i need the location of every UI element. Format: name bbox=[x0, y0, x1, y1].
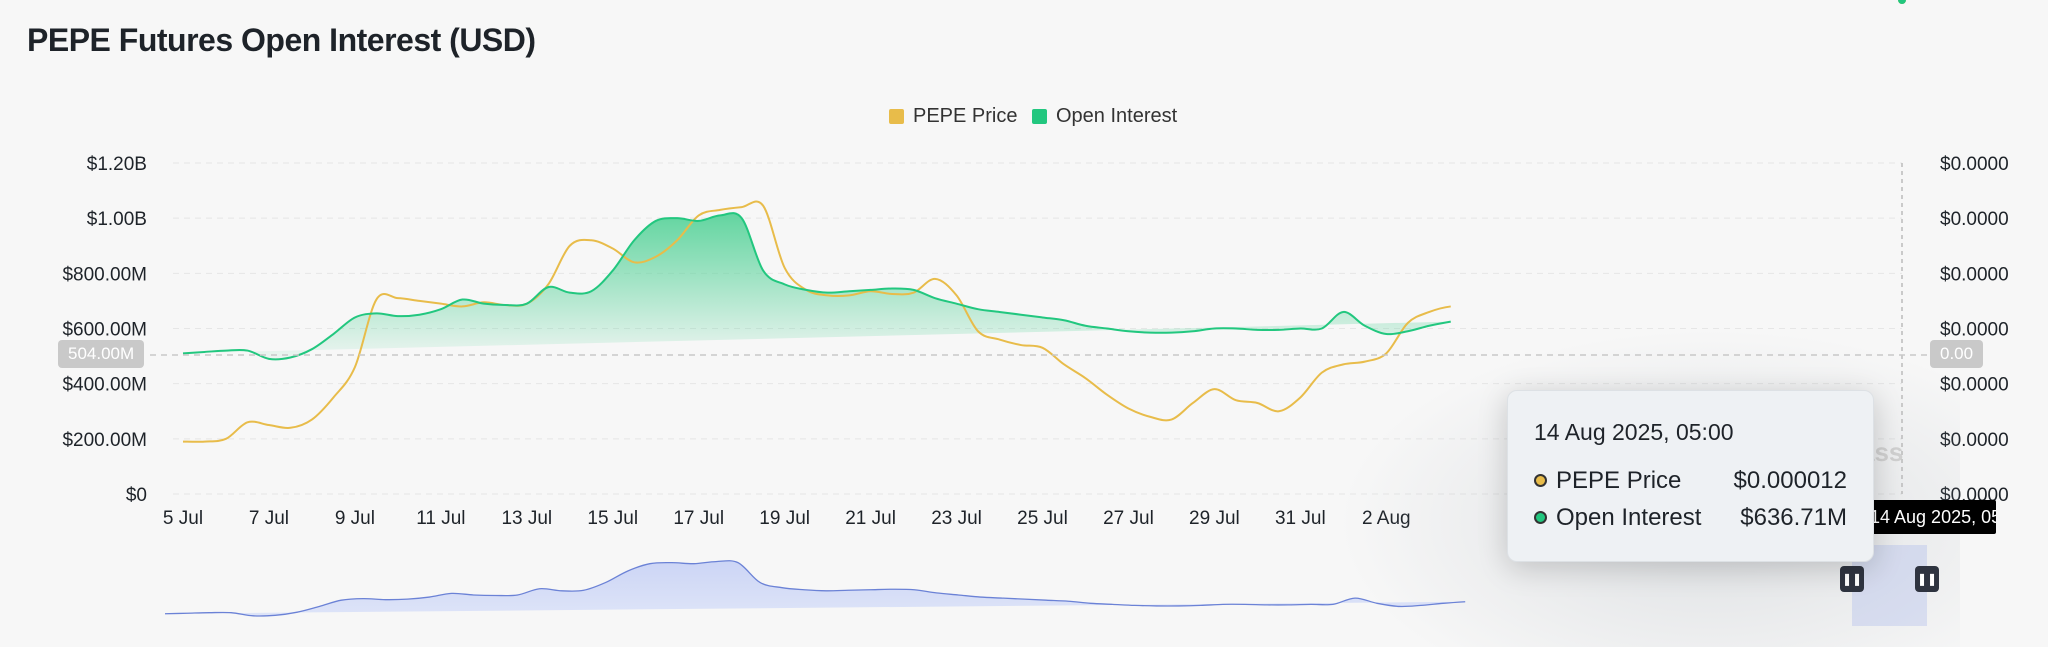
crosshair-right-value-badge: 0.00 bbox=[1930, 340, 1983, 368]
y-axis-left: $0 $200.00M $400.00M $600.00M $800.00M $1.00B… bbox=[62, 154, 147, 506]
x-tick-label: 17 Jul bbox=[673, 508, 724, 529]
y-left-tick-label: $400.00M bbox=[62, 375, 147, 396]
y-left-tick-label: $200.00M bbox=[62, 430, 147, 451]
x-tick-label: 5 Jul bbox=[163, 508, 203, 529]
crosshair-left-value-badge: 504.00M bbox=[58, 340, 144, 368]
open-interest-area bbox=[183, 213, 1451, 359]
tooltip-date: 14 Aug 2025, 05:00 bbox=[1534, 419, 1847, 446]
navigator-area bbox=[165, 561, 1465, 616]
x-tick-label: 31 Jul bbox=[1275, 508, 1326, 529]
tooltip-value-pepe-price: $0.000012 bbox=[1734, 467, 1847, 495]
y-right-tick-label: $0.0000 bbox=[1940, 154, 2009, 175]
crosshair-date-label: 14 Aug 2025, 05:00 bbox=[1870, 500, 1996, 534]
x-axis: 5 Jul 7 Jul 9 Jul 11 Jul 13 Jul 15 Jul 17 Jul 1… bbox=[163, 508, 1411, 529]
y-left-tick-label: $0 bbox=[126, 485, 147, 506]
tooltip-dot-pepe-price bbox=[1534, 474, 1547, 487]
x-tick-label: 29 Jul bbox=[1189, 508, 1240, 529]
y-left-tick-label: $1.00B bbox=[87, 209, 147, 230]
x-tick-label: 9 Jul bbox=[335, 508, 375, 529]
y-right-tick-label: $0.0000 bbox=[1940, 264, 2009, 285]
x-tick-label: 25 Jul bbox=[1017, 508, 1068, 529]
tooltip-label-open-interest: Open Interest bbox=[1556, 504, 1701, 532]
tooltip-row-open-interest: Open Interest $636.71M bbox=[1534, 499, 1847, 536]
y-left-tick-label: $1.20B bbox=[87, 154, 147, 175]
x-tick-label: 15 Jul bbox=[587, 508, 638, 529]
navigator-left-handle[interactable]: ❚❚ bbox=[1840, 566, 1864, 592]
x-tick-label: 13 Jul bbox=[501, 508, 552, 529]
tooltip-dot-open-interest bbox=[1534, 511, 1547, 524]
y-left-tick-label: $800.00M bbox=[62, 264, 147, 285]
x-tick-label: 27 Jul bbox=[1103, 508, 1154, 529]
chart-tooltip: 14 Aug 2025, 05:00 PEPE Price $0.000012 … bbox=[1507, 390, 1874, 562]
open-interest-marker bbox=[1898, 0, 1906, 4]
tooltip-label-pepe-price: PEPE Price bbox=[1556, 467, 1681, 495]
navigator-right-handle[interactable]: ❚❚ bbox=[1915, 566, 1939, 592]
tooltip-value-open-interest: $636.71M bbox=[1740, 504, 1847, 532]
x-tick-label: 19 Jul bbox=[759, 508, 810, 529]
x-tick-label: 7 Jul bbox=[249, 508, 289, 529]
x-tick-label: 23 Jul bbox=[931, 508, 982, 529]
tooltip-row-pepe-price: PEPE Price $0.000012 bbox=[1534, 462, 1847, 499]
x-tick-label: 21 Jul bbox=[845, 508, 896, 529]
x-tick-label: 11 Jul bbox=[416, 508, 465, 529]
y-left-tick-label: $600.00M bbox=[62, 320, 147, 341]
y-right-tick-label: $0.0000 bbox=[1940, 209, 2009, 230]
